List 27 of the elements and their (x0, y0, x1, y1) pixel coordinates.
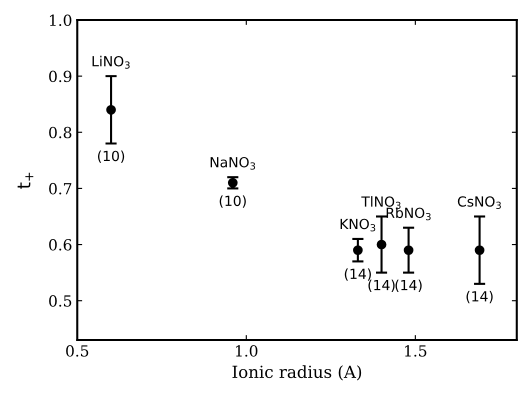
x-tick-label: 1.0 (236, 345, 258, 357)
y-tick-label: 0.7 (49, 182, 72, 194)
annotation: (10) (98, 150, 124, 163)
y-tick-label: 0.6 (49, 239, 72, 251)
annotation: (14) (396, 280, 422, 292)
y-tick-label: 0.5 (49, 295, 72, 307)
annotation: (14) (368, 280, 395, 292)
annotation: (10) (220, 195, 246, 208)
annotation: NaNO$_{3}$ (210, 156, 256, 170)
x-axis-title: Ionic radius (A) (232, 365, 362, 380)
point (353, 245, 363, 256)
x-tick-label: 1.5 (405, 345, 426, 357)
x-tick-label: 0.5 (66, 345, 88, 357)
point (474, 245, 484, 256)
annotation: LiNO$_{3}$ (92, 56, 130, 69)
y-tick-label: 0.9 (49, 70, 72, 82)
point (376, 240, 386, 250)
y-tick-label: 1.0 (50, 14, 72, 26)
annotation: KNO$_{3}$ (340, 218, 376, 232)
annotation: CsNO$_{3}$ (458, 196, 501, 209)
y-axis-title: t$_{+}$ (18, 172, 34, 189)
point (106, 104, 116, 115)
annotation: (14) (466, 290, 493, 304)
annotation: (14) (344, 268, 371, 281)
annotation: RbNO$_{3}$ (386, 207, 431, 220)
y-tick-label: 0.8 (49, 126, 72, 138)
point (404, 245, 414, 256)
